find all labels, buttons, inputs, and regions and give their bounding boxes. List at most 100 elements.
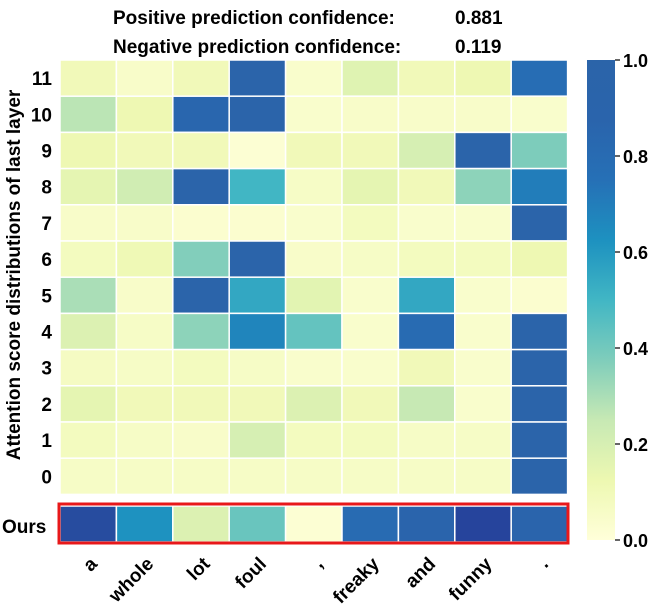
heatmap-cell	[454, 457, 512, 496]
heatmap-cell	[228, 385, 287, 423]
heatmap-cell	[172, 240, 230, 278]
heatmap-cell	[454, 385, 512, 423]
ours-row	[59, 505, 569, 543]
heatmap-cell	[510, 240, 569, 278]
heatmap-cell	[115, 457, 174, 496]
y-tick-label: 2	[41, 395, 52, 416]
negative-confidence-label: Negative prediction confidence:	[113, 37, 401, 58]
heatmap-cells	[59, 59, 569, 496]
heatmap-cell	[284, 131, 343, 170]
heatmap-cell	[59, 348, 118, 387]
negative-confidence-value: 0.119	[455, 37, 502, 58]
heatmap-cell	[228, 276, 287, 315]
heatmap-cell	[172, 95, 230, 134]
heatmap-cell	[172, 167, 230, 206]
heatmap-cell	[115, 276, 174, 315]
heatmap-cell	[341, 385, 400, 423]
heatmap-cell	[397, 421, 456, 459]
heatmap-cell	[228, 131, 287, 170]
heatmap-cell	[510, 131, 569, 170]
heatmap-cell	[59, 59, 118, 97]
colorbar	[587, 60, 615, 540]
heatmap-cell	[397, 204, 456, 242]
heatmap-cell	[510, 385, 569, 423]
x-tick-label: foul	[231, 554, 270, 593]
heatmap-cell	[454, 204, 512, 242]
y-tick-label: 3	[41, 359, 52, 380]
y-tick-label: 9	[41, 142, 52, 163]
heatmap-cell	[341, 204, 400, 242]
heatmap-cell	[284, 312, 343, 351]
y-tick-label: 7	[41, 214, 52, 235]
heatmap-cell	[341, 276, 400, 315]
heatmap-cell	[510, 348, 569, 387]
heatmap-cell	[510, 421, 569, 459]
ours-cell	[510, 505, 569, 543]
heatmap-cell	[341, 167, 400, 206]
heatmap-cell	[284, 59, 343, 97]
heatmap-cell	[172, 385, 230, 423]
colorbar-tick-label: 0.6	[623, 243, 648, 263]
heatmap-cell	[341, 421, 400, 459]
ours-cell	[115, 505, 174, 543]
heatmap-cell	[510, 312, 569, 351]
y-tick-label: 0	[41, 467, 52, 488]
heatmap-cell	[172, 348, 230, 387]
x-tick-label: and	[401, 554, 440, 593]
heatmap-cell	[59, 95, 118, 134]
heatmap-cell	[510, 276, 569, 315]
heatmap-cell	[115, 95, 174, 134]
heatmap-cell	[172, 276, 230, 315]
heatmap-cell	[341, 348, 400, 387]
heatmap-cell	[228, 312, 287, 351]
heatmap-cell	[228, 348, 287, 387]
heatmap-cell	[284, 457, 343, 496]
heatmap-cell	[510, 59, 569, 97]
heatmap-cell	[59, 240, 118, 278]
heatmap-cell	[172, 457, 230, 496]
heatmap-cell	[284, 421, 343, 459]
colorbar-tick-label: 1.0	[623, 51, 648, 71]
heatmap-cell	[341, 457, 400, 496]
ours-cell	[454, 505, 512, 543]
heatmap-cell	[454, 95, 512, 134]
y-tick-label: 8	[41, 178, 52, 199]
heatmap-cell	[115, 59, 174, 97]
heatmap-cell	[397, 385, 456, 423]
x-tick-label: a	[79, 553, 102, 576]
heatmap-cell	[59, 457, 118, 496]
y-tick-label: 10	[31, 105, 52, 126]
heatmap-cell	[228, 95, 287, 134]
heatmap-cell	[59, 131, 118, 170]
heatmap-cell	[454, 421, 512, 459]
heatmap-cell	[115, 131, 174, 170]
x-tick-label: lot	[183, 553, 215, 585]
x-tick-label: funny	[445, 553, 497, 605]
heatmap-cell	[172, 312, 230, 351]
x-tick-labels: a whole lot foul, freaky and funny.	[79, 553, 553, 608]
heatmap-cell	[454, 167, 512, 206]
colorbar-tick-label: 0.2	[623, 435, 648, 455]
heatmap-cell	[284, 167, 343, 206]
heatmap-cell	[172, 59, 230, 97]
heatmap-cell	[284, 348, 343, 387]
ours-highlight-box	[57, 502, 570, 545]
y-axis-label: Attention score distributions of last la…	[4, 89, 25, 460]
heatmap-cell	[172, 421, 230, 459]
x-tick-label: ,	[309, 554, 328, 573]
heatmap-cell	[228, 240, 287, 278]
heatmap-cell	[454, 131, 512, 170]
ours-cell	[284, 505, 343, 543]
heatmap-cell	[454, 276, 512, 315]
heatmap-cell	[172, 204, 230, 242]
heatmap-cell	[59, 385, 118, 423]
heatmap-cell	[115, 385, 174, 423]
heatmap-cell	[397, 131, 456, 170]
heatmap-cell	[510, 167, 569, 206]
heatmap-cell	[454, 59, 512, 97]
heatmap-cell	[341, 59, 400, 97]
heatmap-cell	[172, 131, 230, 170]
heatmap-cell	[59, 312, 118, 351]
colorbar-tick-label: 0.0	[623, 531, 648, 551]
